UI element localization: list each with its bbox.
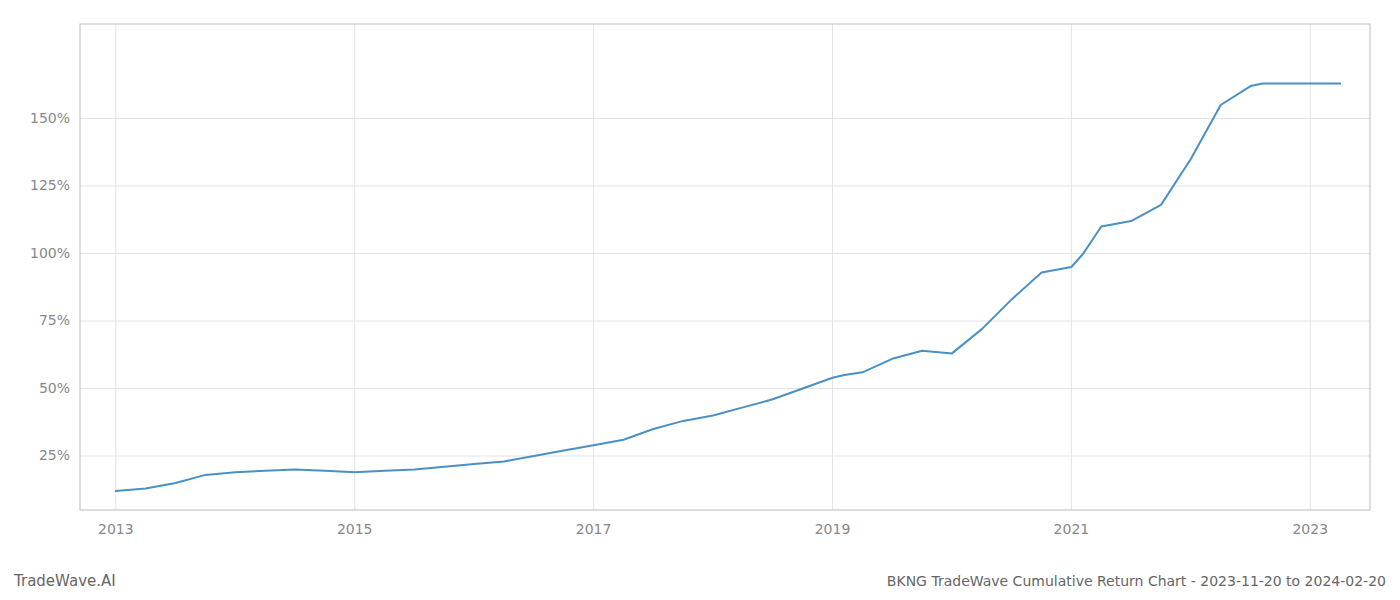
x-grid-line [1310,24,1311,510]
x-tick-label: 2013 [98,521,134,537]
plot-frame [80,24,1370,510]
y-tick-label: 100% [30,245,70,261]
y-grid-line [80,253,1370,254]
y-grid-line [80,321,1370,322]
x-tick-label: 2017 [576,521,612,537]
y-grid-line [80,456,1370,457]
x-tick-label: 2023 [1292,521,1328,537]
grid [80,24,1370,510]
watermark: TradeWave.AI [13,572,116,590]
y-tick-label: 150% [30,110,70,126]
y-tick-label: 50% [39,380,70,396]
x-grid-line [832,24,833,510]
chart: 25% 50% 75% 100% 125% 150% 2013 2015 2017 2019 202… [0,0,1400,600]
title: BKNG TradeWave Cumulative Return Chart -… [887,573,1386,589]
x-grid-line [115,24,116,510]
y-tick-label: 75% [39,312,70,328]
y-grid-line [80,388,1370,389]
y-grid-line [80,118,1370,119]
x-tick-label: 2019 [815,521,851,537]
y-grid-line [80,186,1370,187]
y-tick-label: 125% [30,177,70,193]
line [116,83,1340,491]
background [0,0,1400,600]
x-grid-line [354,24,355,510]
x-grid-line [593,24,594,510]
y-tick-label: 25% [39,447,70,463]
plot-area [116,83,1340,491]
x-tick-label: 2015 [337,521,373,537]
x-tick-label: 2021 [1054,521,1090,537]
